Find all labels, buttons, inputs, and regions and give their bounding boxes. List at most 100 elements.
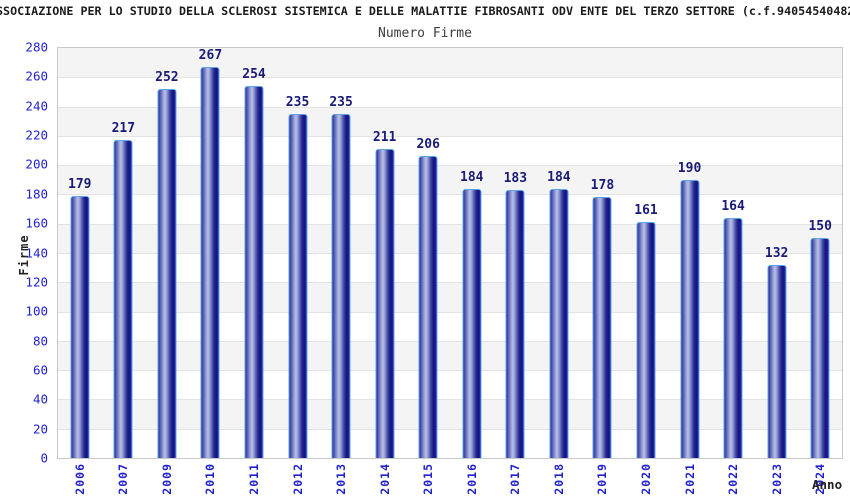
y-tick-label: 140 (25, 245, 48, 260)
y-axis-label: Firme (17, 234, 31, 276)
bar-value-label: 150 (808, 219, 832, 235)
bar-slot: 235 2013 (319, 48, 363, 495)
y-tick-label: 260 (25, 68, 48, 84)
bar-slot: 190 2021 (668, 48, 712, 495)
x-tick-label: 2020 (638, 463, 653, 495)
grid-band (58, 135, 842, 165)
x-tick-label: 2009 (159, 463, 174, 495)
bar-value-label: 217 (111, 121, 136, 137)
grid-band (58, 165, 842, 195)
grid-band (58, 370, 842, 399)
bar-slot: 211 2014 (363, 48, 407, 495)
bar-value-label: 252 (155, 70, 179, 85)
bar-slot: 252 2009 (145, 48, 189, 495)
bar (549, 188, 569, 458)
bar (200, 67, 220, 458)
grid-band (58, 282, 842, 312)
x-tick-label: 2006 (72, 463, 87, 495)
bar-slot: 164 2022 (711, 48, 755, 495)
bar-value-label: 235 (329, 94, 353, 110)
x-axis-label: Anno (812, 477, 843, 492)
bar-slot: 184 2016 (450, 48, 494, 495)
grid-band (58, 48, 842, 78)
bar-value-label: 211 (372, 130, 397, 146)
y-tick-label: 280 (25, 39, 48, 55)
bar-value-label: 132 (764, 245, 789, 261)
bar-value-label: 267 (198, 48, 223, 64)
bar (723, 217, 743, 458)
x-tick-label: 2011 (246, 463, 261, 495)
x-tick-label: 2014 (377, 463, 392, 495)
bar-slot: 184 2018 (537, 48, 581, 495)
x-tick-label: 2007 (116, 463, 131, 495)
bar-slot: 179 2006 (58, 48, 102, 495)
bar (418, 156, 438, 458)
bar (810, 238, 830, 458)
grid-band (58, 106, 842, 136)
plot-area: 179 2006 217 2007 252 2009 267 2010 254 2011 235 20… (57, 47, 843, 495)
x-tick-label: 2018 (551, 463, 566, 495)
bar-value-label: 161 (634, 203, 658, 219)
x-tick-label: 2017 (508, 463, 523, 495)
bar-slot: 183 2017 (494, 48, 538, 495)
grid-band (58, 194, 842, 223)
bar (331, 113, 351, 458)
bar-value-label: 179 (68, 176, 92, 192)
bar-value-label: 184 (460, 169, 484, 185)
chart-title: Numero Firme (378, 26, 472, 41)
x-tick-label: 2022 (726, 463, 741, 495)
bar-slot: 161 2020 (624, 48, 668, 494)
y-tick-label: 100 (25, 303, 48, 319)
bar-slot: 267 2010 (189, 48, 233, 495)
bar (288, 113, 308, 458)
bar-value-label: 206 (416, 137, 440, 153)
bar (592, 197, 612, 458)
bar-value-label: 164 (721, 198, 745, 214)
y-tick-label: 240 (25, 98, 48, 114)
bar (113, 140, 133, 458)
y-tick-label: 40 (32, 391, 48, 407)
y-tick-label: 160 (25, 215, 48, 231)
y-tick-label: 20 (32, 421, 48, 437)
bar (767, 264, 787, 458)
bar-slot: 150 2024 (798, 48, 842, 494)
grid-band (58, 340, 842, 371)
bar (680, 179, 700, 458)
grid-band (58, 77, 842, 106)
x-tick-label: 2023 (769, 463, 784, 495)
grid-band (58, 428, 842, 458)
grid-band (58, 223, 842, 253)
y-axis: 280 260 240 220 200 180 160 140 120 100 80 60 40 20 0 (0, 40, 50, 466)
x-tick-label: 2013 (334, 463, 349, 495)
bar-slot: 178 2019 (581, 48, 625, 494)
bar-slot: 254 2011 (232, 48, 276, 495)
bar-value-label: 190 (677, 160, 702, 176)
bar (462, 188, 482, 458)
bar-slot: 206 2015 (406, 48, 450, 494)
y-tick-label: 220 (25, 127, 48, 143)
bar (244, 86, 264, 458)
grid-band (58, 311, 842, 341)
y-tick-label: 60 (32, 362, 48, 378)
x-tick-label: 2012 (290, 463, 305, 495)
x-tick-label: 2015 (421, 463, 436, 495)
bar (636, 222, 656, 458)
bar-value-label: 254 (242, 67, 266, 83)
bar (70, 195, 90, 458)
bar (157, 89, 177, 458)
grid-band (58, 399, 842, 429)
bar-slot: 235 2012 (276, 48, 320, 495)
x-tick-label: 2016 (464, 463, 479, 495)
y-tick-label: 200 (25, 156, 48, 172)
bar (375, 149, 395, 458)
bar-value-label: 184 (547, 169, 571, 185)
x-tick-label: 2021 (682, 463, 697, 495)
bar-value-label: 235 (285, 94, 310, 110)
bar (505, 190, 525, 458)
y-tick-label: 120 (25, 274, 48, 290)
bar-value-label: 178 (590, 178, 615, 194)
bar-slot: 132 2023 (755, 48, 799, 495)
bar-slot: 217 2007 (102, 48, 146, 494)
y-tick-label: 180 (25, 186, 48, 202)
x-tick-label: 2019 (595, 463, 610, 495)
